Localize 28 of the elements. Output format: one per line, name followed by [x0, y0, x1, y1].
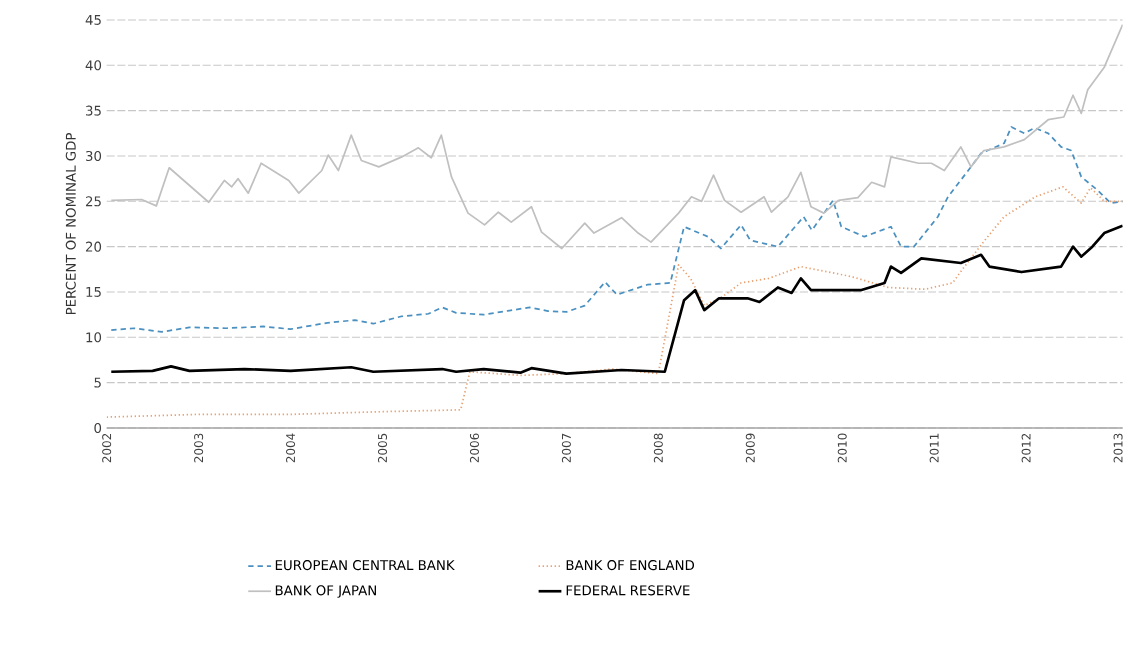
legend-label: FEDERAL RESERVE — [566, 585, 690, 596]
x-tick-label: 2010 — [837, 433, 847, 463]
x-tick-label: 2002 — [102, 433, 112, 463]
y-tick-label: 20 — [85, 241, 102, 252]
x-tick-label: 2008 — [653, 433, 663, 463]
legend-label: BANK OF ENGLAND — [566, 560, 695, 571]
y-tick-label: 25 — [85, 196, 101, 207]
x-tick-label: 2012 — [1021, 433, 1031, 463]
y-tick-label: 10 — [86, 332, 102, 343]
legend-label: BANK OF JAPAN — [275, 585, 376, 598]
x-tick-label: 2003 — [194, 433, 204, 463]
y-tick-label: 0 — [94, 422, 102, 434]
line-series — [109, 224, 1123, 375]
y-tick-label: 35 — [86, 105, 101, 116]
y-tick-label: 5 — [94, 377, 101, 388]
y-axis-title: PERCENT OF NOMINAL GDP — [65, 133, 76, 315]
x-tick-label: 2006 — [469, 433, 479, 463]
x-tick-label: 2004 — [286, 433, 296, 463]
x-tick-label: 2007 — [561, 433, 571, 463]
x-tick-label: 2013 — [1113, 433, 1123, 463]
legend-label: EUROPEAN CENTRAL BANK — [275, 560, 455, 571]
y-tick-label: 30 — [86, 150, 102, 162]
x-tick-label: 2005 — [377, 433, 388, 463]
y-tick-label: 15 — [86, 287, 101, 297]
y-tick-label: 40 — [85, 60, 102, 71]
x-tick-label: 2009 — [745, 433, 755, 463]
y-tick-label: 45 — [85, 15, 101, 25]
x-tick-label: 2011 — [929, 433, 939, 463]
